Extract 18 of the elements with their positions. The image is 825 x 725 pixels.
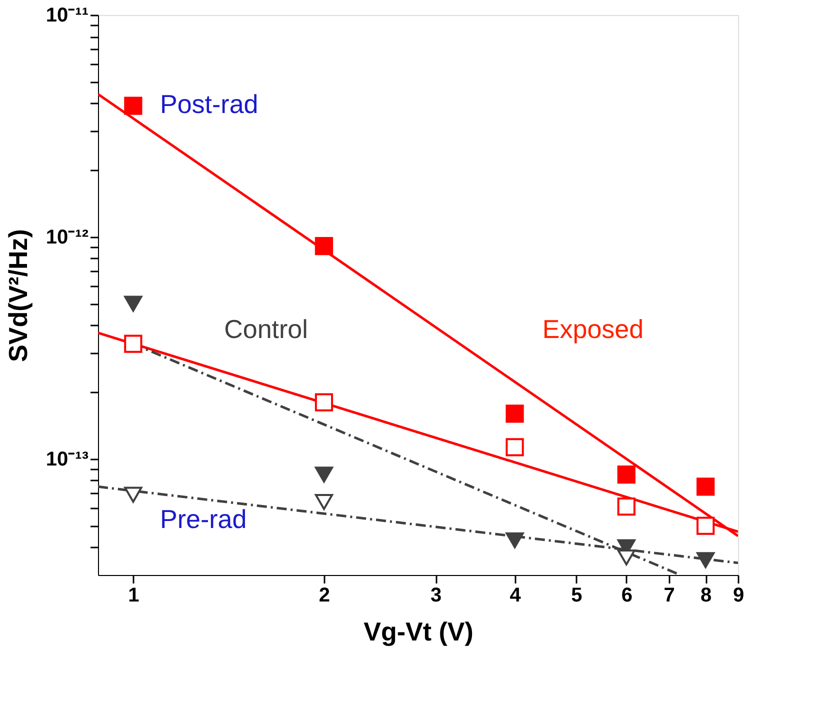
- x-tick-label: 6: [621, 584, 632, 606]
- x-tick-label: 4: [510, 584, 522, 606]
- y-tick-label: 10⁻¹³: [46, 448, 89, 470]
- x-tick-label: 8: [700, 584, 712, 606]
- y-axis-title: SVd(V²/Hz): [2, 229, 33, 362]
- x-tick-label: 3: [430, 584, 442, 606]
- x-axis-title: Vg-Vt (V): [364, 616, 474, 646]
- x-tick-label: 1: [128, 584, 140, 606]
- annotation: Exposed: [542, 314, 644, 344]
- annotation: Post-rad: [160, 89, 258, 119]
- x-tick-label: 9: [732, 584, 744, 606]
- x-tick-label: 7: [664, 584, 675, 606]
- y-tick-label: 10⁻¹²: [46, 226, 89, 248]
- y-tick-label: 10⁻¹¹: [46, 4, 89, 26]
- annotation: Pre-rad: [160, 504, 247, 534]
- x-tick-label: 2: [318, 584, 330, 606]
- annotation: Control: [224, 314, 308, 344]
- x-tick-label: 5: [571, 584, 582, 606]
